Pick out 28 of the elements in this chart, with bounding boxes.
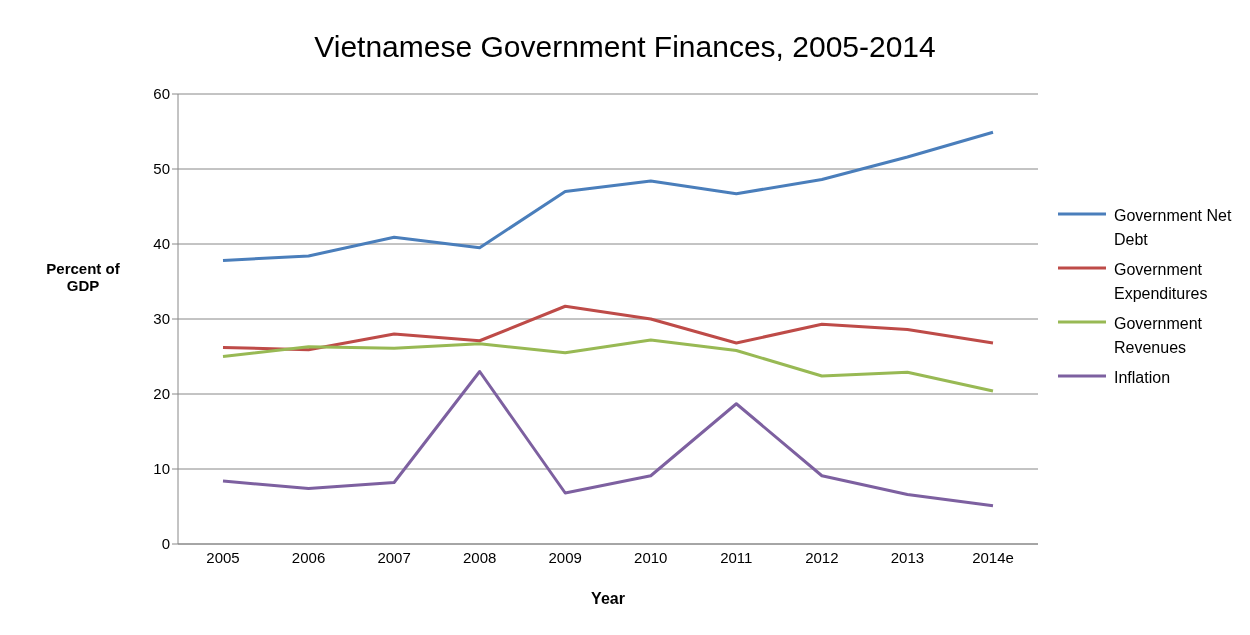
x-tick-label: 2006 — [291, 548, 326, 566]
legend-label: Government Expenditures — [1114, 260, 1209, 304]
y-tick-label: 10 — [153, 460, 170, 478]
x-tick-label: 2010 — [634, 548, 668, 566]
x-tick-label: 2014e — [972, 548, 1014, 566]
x-tick-label: 2007 — [377, 548, 411, 566]
x-tick-label: 2005 — [206, 548, 240, 566]
y-tick-label: 30 — [153, 310, 170, 328]
legend-label: Government Revenues — [1114, 314, 1204, 358]
y-tick-label: 50 — [153, 160, 170, 178]
chart-title: Vietnamese Government Finances, 2005-2014 — [313, 30, 937, 64]
line-series — [221, 370, 995, 508]
y-axis-title: Percent of GDP — [45, 260, 121, 294]
y-tick-label: 60 — [153, 85, 170, 103]
line-series — [221, 338, 995, 393]
x-tick-label: 2009 — [548, 548, 582, 566]
line-series — [221, 130, 995, 262]
x-tick-label: 2013 — [890, 548, 925, 566]
y-tick-label: 40 — [153, 235, 170, 253]
legend-label: Government Net Debt — [1114, 206, 1232, 250]
x-tick-label: 2012 — [805, 548, 839, 566]
y-tick-label: 20 — [153, 385, 170, 403]
x-axis-title: Year — [591, 590, 625, 607]
legend-label: Inflation — [1114, 368, 1172, 388]
line-series — [221, 304, 995, 352]
x-tick-label: 2011 — [720, 548, 753, 566]
y-tick-label: 0 — [161, 535, 170, 553]
x-tick-label: 2008 — [462, 548, 497, 566]
